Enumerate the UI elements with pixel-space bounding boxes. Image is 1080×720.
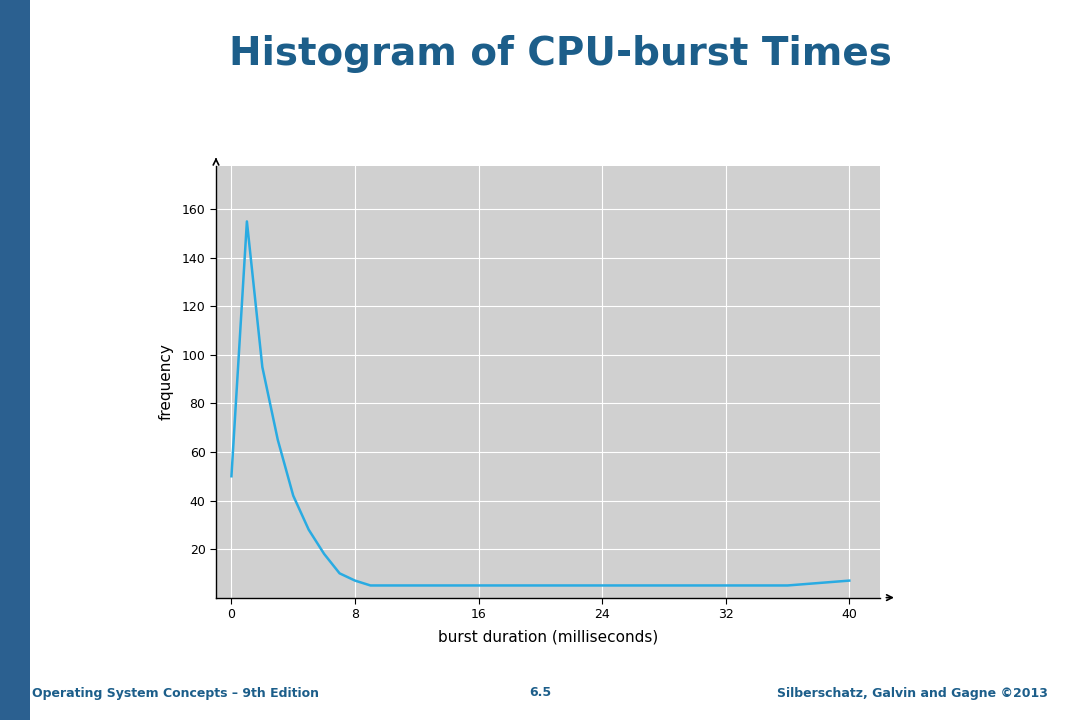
X-axis label: burst duration (milliseconds): burst duration (milliseconds)	[438, 629, 658, 644]
Text: Histogram of CPU-burst Times: Histogram of CPU-burst Times	[229, 35, 892, 73]
Text: Operating System Concepts – 9th Edition: Operating System Concepts – 9th Edition	[32, 686, 320, 700]
Text: Silberschatz, Galvin and Gagne ©2013: Silberschatz, Galvin and Gagne ©2013	[777, 686, 1048, 700]
Y-axis label: frequency: frequency	[159, 343, 174, 420]
Text: 6.5: 6.5	[529, 686, 551, 700]
